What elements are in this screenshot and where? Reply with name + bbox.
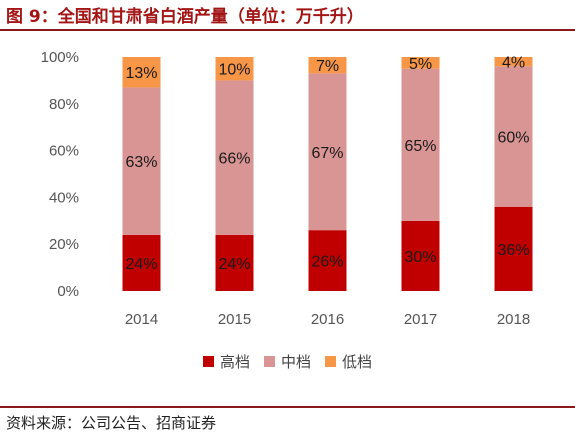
x-tick-label: 2016 xyxy=(311,311,344,328)
data-label: 5% xyxy=(409,56,432,73)
bar-segment xyxy=(494,206,533,291)
y-tick-label: 40% xyxy=(49,189,79,206)
data-label: 63% xyxy=(125,154,157,171)
x-tick-label: 2015 xyxy=(218,311,251,328)
bar-segment xyxy=(401,220,440,291)
source-note: 资料来源：公司公告、招商证券 xyxy=(6,414,217,432)
y-tick-label: 60% xyxy=(49,143,79,160)
bar-segment xyxy=(494,66,533,207)
bar-segment xyxy=(215,234,254,291)
bar-segment xyxy=(494,57,533,67)
data-label: 24% xyxy=(125,256,157,273)
data-label: 10% xyxy=(218,62,250,79)
y-tick-label: 0% xyxy=(57,283,79,300)
chart-legend: 高档 中档 低档 xyxy=(0,351,575,372)
legend-swatch xyxy=(325,356,336,367)
data-label: 13% xyxy=(125,65,157,82)
legend-label: 低档 xyxy=(342,353,373,371)
data-label: 24% xyxy=(218,256,250,273)
bar-segment xyxy=(401,57,440,69)
legend-label: 中档 xyxy=(280,353,311,371)
y-tick-label: 80% xyxy=(49,96,79,113)
data-label: 36% xyxy=(497,242,529,259)
legend-item: 中档 xyxy=(263,351,311,372)
data-label: 65% xyxy=(404,138,436,155)
y-tick-label: 100% xyxy=(41,49,79,66)
legend-swatch xyxy=(202,356,214,367)
data-label: 60% xyxy=(497,130,529,147)
bar-segment xyxy=(122,57,161,88)
legend-item: 高档 xyxy=(202,351,250,372)
bar-segment xyxy=(401,68,440,221)
data-label: 66% xyxy=(218,151,250,168)
bar-segment xyxy=(308,57,347,74)
legend-swatch xyxy=(263,356,275,367)
stacked-bar-chart: 0% 20% 40% 60% 80% 100% 24% 63% 13% 2014 24% 66% 10%… xyxy=(41,49,533,328)
bar-segment xyxy=(308,230,347,291)
y-tick-label: 20% xyxy=(49,236,79,253)
x-tick-label: 2018 xyxy=(497,311,530,328)
bar-segment xyxy=(308,73,347,231)
chart-title: 图 9：全国和甘肃省白酒产量（单位：万千升） xyxy=(6,7,364,27)
data-label: 67% xyxy=(311,145,343,162)
bar-segment xyxy=(122,87,161,235)
x-tick-label: 2014 xyxy=(125,311,158,328)
data-label: 7% xyxy=(316,58,339,75)
data-label: 4% xyxy=(502,55,525,72)
data-label: 26% xyxy=(311,254,343,271)
title-divider xyxy=(0,29,575,31)
legend-item: 低档 xyxy=(325,351,372,372)
bar-segment xyxy=(215,57,254,81)
x-tick-label: 2017 xyxy=(404,311,437,328)
legend-label: 高档 xyxy=(219,353,250,371)
bar-segment xyxy=(215,80,254,235)
data-label: 30% xyxy=(404,249,436,266)
bar-segment xyxy=(122,234,161,291)
source-divider xyxy=(0,406,575,408)
